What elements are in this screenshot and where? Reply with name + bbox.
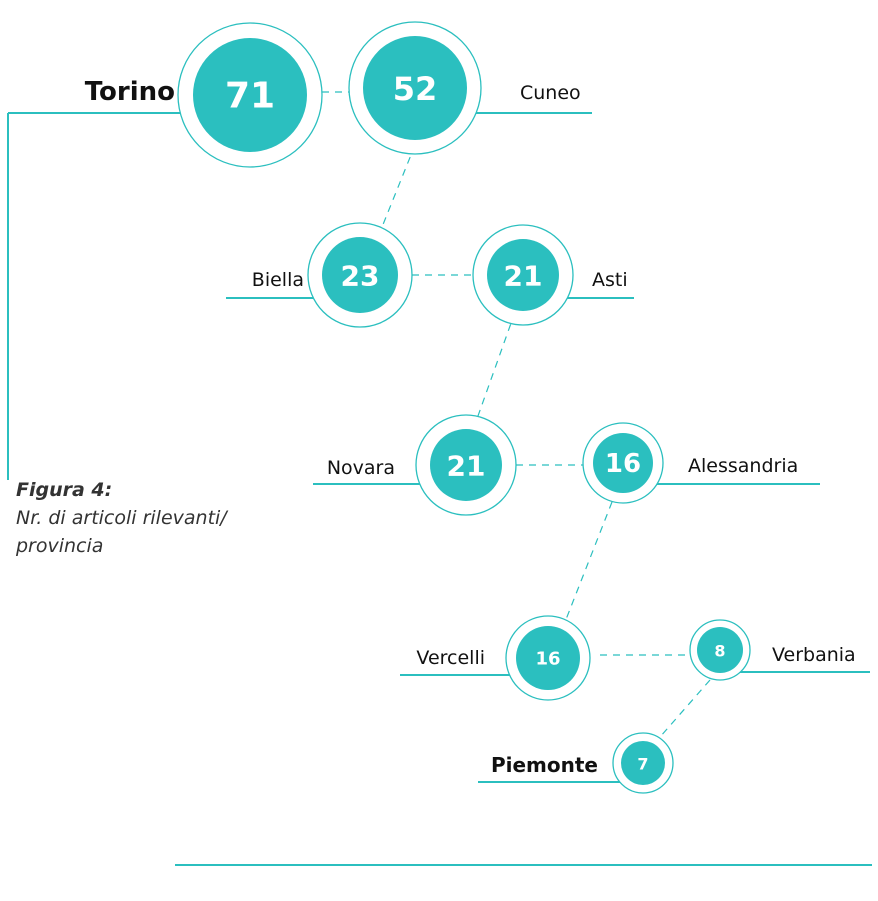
connector (472, 311, 516, 431)
province-label: Vercelli (416, 647, 485, 669)
province-label: Asti (592, 269, 628, 291)
caption-text: Nr. di articoli rilevanti/ provincia (16, 507, 227, 557)
bubble-value: 7 (637, 755, 648, 774)
province-label: Novara (327, 457, 395, 479)
bubble (322, 237, 398, 313)
province-label: Biella (252, 269, 304, 291)
bubble-value: 23 (341, 260, 380, 293)
province-label: Cuneo (520, 82, 581, 104)
bubble-value: 52 (393, 70, 438, 108)
province-label: Torino (85, 77, 175, 107)
bubble-value: 21 (504, 260, 543, 293)
bubble-value: 8 (714, 642, 725, 661)
bubble (516, 626, 580, 690)
bubble (593, 433, 653, 493)
bubble-value: 21 (447, 450, 486, 483)
connector (377, 144, 416, 238)
province-label: Piemonte (491, 753, 598, 777)
bubble (621, 741, 665, 785)
province-label: Alessandria (688, 455, 798, 477)
bubble (487, 239, 559, 311)
bubble (193, 38, 307, 152)
bubble (697, 627, 743, 673)
province-label: Verbania (772, 644, 856, 666)
bubble-value: 71 (225, 76, 275, 117)
connector (564, 501, 613, 623)
bubble-value: 16 (605, 449, 641, 479)
caption-title: Figura 4: (16, 479, 113, 501)
connector (659, 679, 711, 738)
bubble (363, 36, 467, 140)
caption: Figura 4: Nr. di articoli rilevanti/ pro… (16, 476, 246, 560)
bubble-value: 16 (535, 649, 560, 670)
bubble (430, 429, 502, 501)
